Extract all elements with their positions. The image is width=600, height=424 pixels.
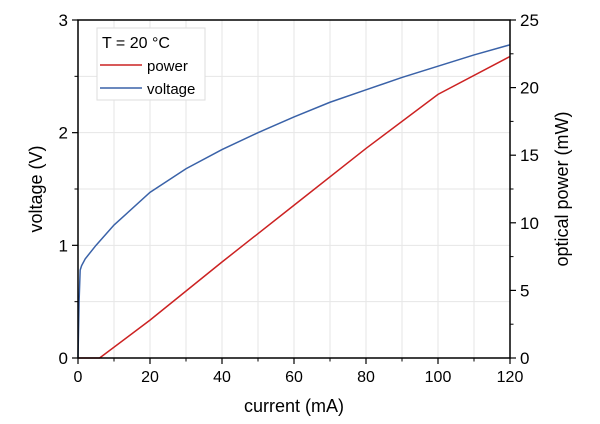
y-right-tick-label: 25 bbox=[520, 11, 539, 30]
series-lines bbox=[77, 44, 511, 359]
y-right-tick-label: 5 bbox=[520, 281, 529, 300]
x-tick-label: 60 bbox=[285, 369, 303, 386]
series-line-power bbox=[78, 55, 511, 359]
y-right-tick-label: 0 bbox=[520, 349, 529, 368]
x-tick-label: 120 bbox=[497, 369, 524, 386]
y-axis-left-label: voltage (V) bbox=[26, 145, 46, 232]
x-tick-label: 80 bbox=[357, 369, 375, 386]
y-left-tick-label: 1 bbox=[59, 236, 68, 255]
y-right-tick-label: 10 bbox=[520, 214, 539, 233]
legend: T = 20 °C power voltage bbox=[96, 27, 206, 101]
x-axis-label: current (mA) bbox=[244, 396, 344, 416]
x-tick-label: 0 bbox=[74, 369, 83, 386]
y-left-tick-label: 2 bbox=[59, 124, 68, 143]
y-axis-right-label: optical power (mW) bbox=[552, 111, 572, 266]
series-line-voltage bbox=[77, 44, 511, 359]
x-tick-label: 20 bbox=[141, 369, 159, 386]
legend-label-voltage: voltage bbox=[147, 81, 195, 98]
y-right-tick-label: 15 bbox=[520, 146, 539, 165]
y-left-tick-label: 3 bbox=[59, 11, 68, 30]
y-left-tick-label: 0 bbox=[59, 349, 68, 368]
y-right-tick-label: 20 bbox=[520, 79, 539, 98]
legend-title: T = 20 °C bbox=[102, 35, 170, 52]
legend-label-power: power bbox=[147, 58, 188, 75]
x-tick-label: 40 bbox=[213, 369, 231, 386]
x-tick-label: 100 bbox=[425, 369, 452, 386]
